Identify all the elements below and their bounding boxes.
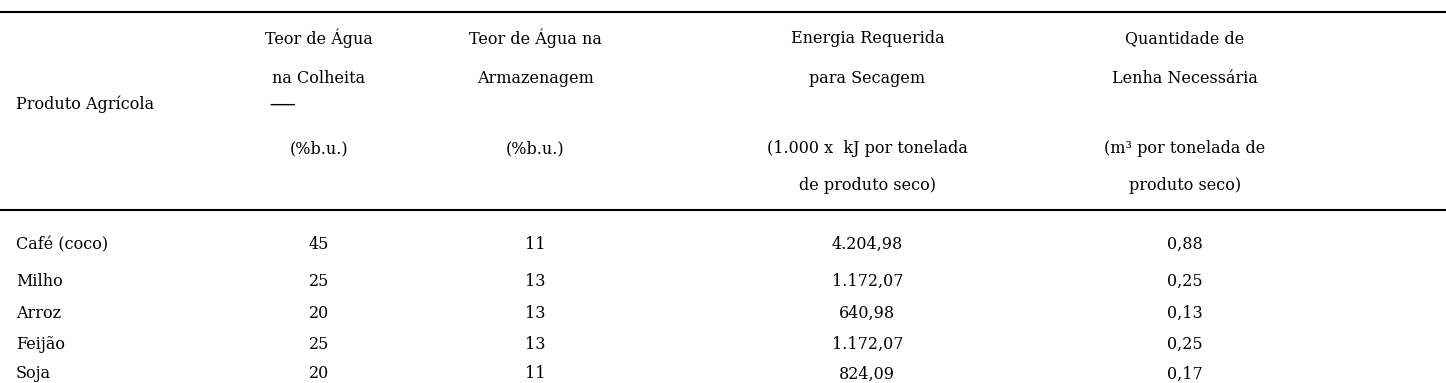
Text: 25: 25 xyxy=(308,273,330,290)
Text: (%b.u.): (%b.u.) xyxy=(289,141,348,157)
Text: 0,13: 0,13 xyxy=(1167,304,1203,321)
Text: Milho: Milho xyxy=(16,273,62,290)
Text: 13: 13 xyxy=(525,273,545,290)
Text: na Colheita: na Colheita xyxy=(272,70,366,87)
Text: 13: 13 xyxy=(525,304,545,321)
Text: 824,09: 824,09 xyxy=(839,365,895,382)
Text: Teor de Água na: Teor de Água na xyxy=(469,28,602,48)
Text: (1.000 x  kJ por tonelada: (1.000 x kJ por tonelada xyxy=(766,141,967,157)
Text: 640,98: 640,98 xyxy=(839,304,895,321)
Text: 0,25: 0,25 xyxy=(1167,336,1203,353)
Text: 1.172,07: 1.172,07 xyxy=(831,336,904,353)
Text: Energia Requerida: Energia Requerida xyxy=(791,30,944,47)
Text: Café (coco): Café (coco) xyxy=(16,236,108,253)
Text: 45: 45 xyxy=(308,236,330,253)
Text: 13: 13 xyxy=(525,336,545,353)
Text: 0,25: 0,25 xyxy=(1167,273,1203,290)
Text: Produto Agrícola: Produto Agrícola xyxy=(16,96,153,113)
Text: Feijão: Feijão xyxy=(16,336,65,353)
Text: (%b.u.): (%b.u.) xyxy=(506,141,565,157)
Text: Armazenagem: Armazenagem xyxy=(477,70,594,87)
Text: para Secagem: para Secagem xyxy=(810,70,925,87)
Text: (m³ por tonelada de: (m³ por tonelada de xyxy=(1105,141,1265,157)
Text: de produto seco): de produto seco) xyxy=(798,177,936,194)
Text: Soja: Soja xyxy=(16,365,51,382)
Text: 0,17: 0,17 xyxy=(1167,365,1203,382)
Text: Teor de Água: Teor de Água xyxy=(265,28,373,48)
Text: 25: 25 xyxy=(308,336,330,353)
Text: 4.204,98: 4.204,98 xyxy=(831,236,902,253)
Text: Quantidade de: Quantidade de xyxy=(1125,30,1245,47)
Text: Lenha Necessária: Lenha Necessária xyxy=(1112,70,1258,87)
Text: 11: 11 xyxy=(525,236,545,253)
Text: Arroz: Arroz xyxy=(16,304,61,321)
Text: 1.172,07: 1.172,07 xyxy=(831,273,904,290)
Text: 11: 11 xyxy=(525,365,545,382)
Text: 20: 20 xyxy=(309,365,330,382)
Text: produto seco): produto seco) xyxy=(1129,177,1241,194)
Text: 0,88: 0,88 xyxy=(1167,236,1203,253)
Text: 20: 20 xyxy=(309,304,330,321)
